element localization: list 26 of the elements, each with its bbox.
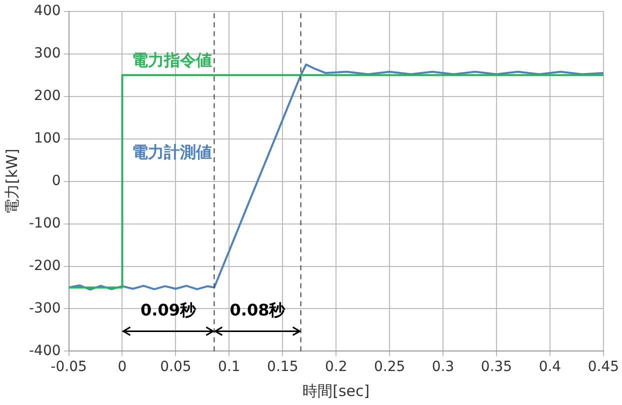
y-tick-label: 200	[34, 88, 61, 104]
y-tick-label: 400	[34, 3, 61, 20]
x-tick-label: 0.45	[588, 359, 619, 376]
x-tick-label: 0.4	[538, 359, 562, 376]
y-tick-label: 0	[52, 172, 61, 189]
y-axis-title: 電力[kW]	[2, 148, 21, 214]
y-tick-label: -200	[28, 258, 61, 274]
x-tick-label: 0	[118, 359, 127, 376]
x-tick-label: 0.2	[324, 359, 348, 376]
series-label: 電力指令値	[132, 50, 212, 70]
y-tick-label: 100	[34, 130, 61, 146]
x-tick-label: 0.15	[267, 359, 298, 376]
x-axis-title: 時間[sec]	[302, 382, 370, 400]
x-tick-label: 0.1	[218, 359, 240, 376]
x-tick-label: 0.05	[160, 359, 192, 376]
y-tick-label: -400	[28, 342, 61, 359]
annotation: 0.08秒	[230, 300, 286, 320]
text: 電力計測値	[132, 142, 212, 162]
y-tick-label: 300	[34, 46, 61, 62]
y-tick-label: -300	[28, 300, 61, 316]
x-tick-label: 0.25	[374, 359, 406, 376]
x-tick-label: -0.05	[50, 359, 87, 376]
x-tick-label: 0.35	[480, 359, 512, 376]
y-tick-label: -100	[28, 215, 61, 232]
x-tick-label: 0.3	[432, 359, 454, 376]
annotation: 0.09秒	[140, 300, 197, 320]
